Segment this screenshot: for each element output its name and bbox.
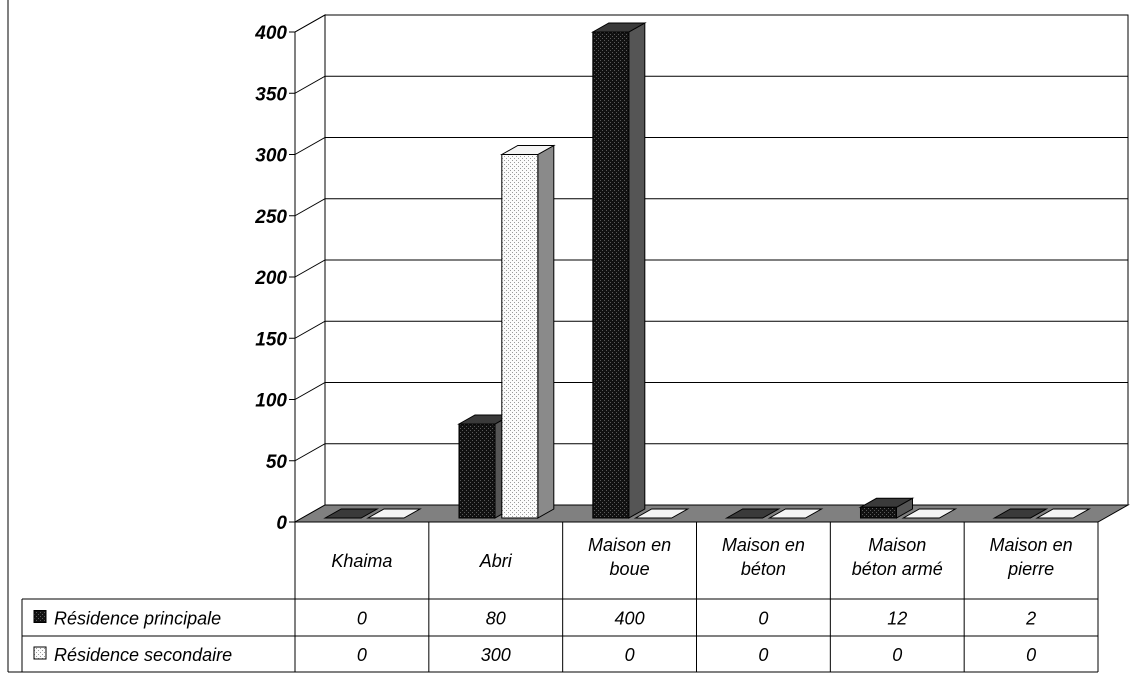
gridline: [294, 443, 1128, 462]
bar-front: [458, 423, 496, 519]
y-tick-label: 50: [266, 452, 288, 473]
bar: [858, 497, 915, 519]
category-label: Maison: [868, 535, 926, 555]
category-label: Khaima: [331, 551, 392, 571]
bar: [1035, 508, 1092, 519]
bar: [767, 508, 824, 519]
gridline: [294, 382, 1128, 400]
gridline: [294, 75, 1128, 94]
gridline: [294, 259, 1128, 278]
data-label: 0: [758, 645, 768, 665]
bar-top: [767, 508, 824, 519]
bar-top: [901, 508, 958, 519]
bar: [499, 144, 556, 519]
bar: [992, 508, 1049, 519]
legend-swatch: [33, 646, 47, 660]
category-label: béton armé: [852, 559, 943, 579]
gridline: [294, 14, 1128, 33]
gridline: [294, 198, 1128, 217]
bar: [724, 508, 781, 519]
category-label: béton: [741, 559, 786, 579]
bar-top: [724, 508, 781, 519]
gridline: [294, 137, 1128, 155]
legend-label: Résidence principale: [54, 609, 221, 629]
bar-front: [859, 506, 897, 519]
data-label: 300: [481, 645, 511, 665]
data-label: 0: [625, 645, 635, 665]
y-tick-label: 100: [255, 391, 287, 412]
bar: [323, 508, 380, 519]
category-label: Maison en: [722, 535, 805, 555]
bar-top: [323, 508, 380, 519]
data-label: 80: [486, 609, 506, 629]
bar: [901, 508, 958, 519]
bar-side: [537, 144, 555, 519]
bar-top: [633, 508, 690, 519]
data-label: 0: [758, 609, 768, 629]
data-label: 2: [1025, 609, 1036, 629]
gridline: [294, 320, 1128, 339]
bar: [366, 508, 422, 519]
bar-side: [628, 22, 646, 519]
category-label: Maison en: [588, 535, 671, 555]
bar-top: [992, 508, 1049, 519]
y-tick-label: 250: [254, 207, 287, 228]
category-label: Abri: [479, 551, 513, 571]
data-label: 0: [892, 645, 902, 665]
category-label: Maison en: [990, 535, 1073, 555]
data-label: 0: [357, 609, 367, 629]
category-label: boue: [610, 559, 650, 579]
y-tick-label: 400: [254, 23, 287, 44]
category-label: pierre: [1007, 559, 1054, 579]
bar: [633, 508, 690, 519]
y-tick-label: 150: [255, 329, 287, 350]
y-tick-label: 200: [254, 268, 287, 289]
bar-front: [501, 154, 539, 519]
data-label: 400: [615, 609, 645, 629]
legend-label: Résidence secondaire: [54, 645, 232, 665]
bar-top: [1035, 508, 1092, 519]
y-tick-label: 350: [255, 84, 287, 105]
legend-swatch: [33, 610, 47, 623]
y-tick-label: 0: [276, 513, 287, 534]
y-tick-label: 300: [255, 146, 287, 167]
bar-top: [366, 508, 422, 519]
data-label: 0: [1026, 645, 1036, 665]
bar-front: [592, 31, 630, 519]
data-label: 12: [887, 609, 907, 629]
data-label: 0: [357, 645, 367, 665]
bar: [590, 22, 647, 519]
